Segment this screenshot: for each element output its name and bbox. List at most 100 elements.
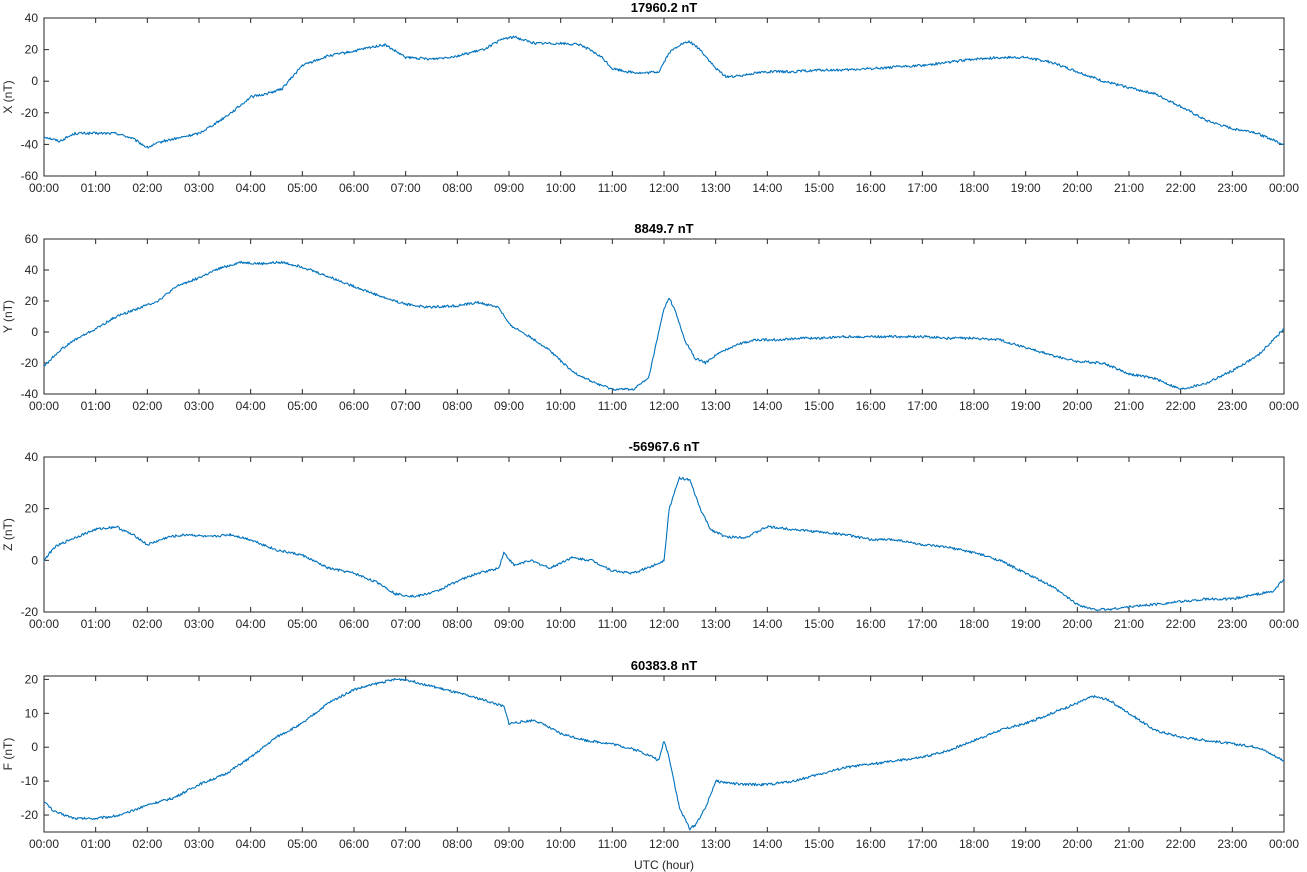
x-tick-label: 08:00 (442, 399, 472, 413)
x-tick-label: 06:00 (339, 399, 369, 413)
plot-frame (43, 238, 1285, 395)
y-axis-label: X (nT) (1, 80, 15, 113)
x-tick-label: 15:00 (804, 617, 834, 631)
x-tick-label: 22:00 (1166, 837, 1196, 851)
x-tick-label: 05:00 (287, 837, 317, 851)
x-tick-label: 21:00 (1114, 399, 1144, 413)
y-tick-label: 40 (25, 263, 39, 277)
y-tick-label: -20 (21, 808, 39, 822)
x-tick-label: 03:00 (184, 399, 214, 413)
x-tick-label: 19:00 (1011, 617, 1041, 631)
x-tick-label: 11:00 (598, 181, 627, 195)
x-tick-label: 06:00 (339, 617, 369, 631)
x-tick-label: 12:00 (649, 837, 679, 851)
x-tick-label: 05:00 (287, 617, 317, 631)
x-tick-label: 03:00 (184, 181, 214, 195)
x-tick-label: 04:00 (236, 181, 266, 195)
y-tick-label: 0 (31, 740, 38, 754)
x-tick-label: 05:00 (287, 399, 317, 413)
panel-2: 8849.7 nT Y (nT) 00:00 01:00 02:00 03:00 04:00… (1, 221, 1299, 413)
x-tick-label: 20:00 (1062, 399, 1092, 413)
x-tick-label: 07:00 (391, 181, 421, 195)
x-tick-label: 00:00 (29, 399, 59, 413)
y-tick-label: 40 (25, 450, 39, 464)
x-tick-label: 12:00 (649, 399, 679, 413)
y-tick-label: 20 (25, 502, 39, 516)
x-tick-label: 10:00 (546, 617, 576, 631)
x-tick-label: 07:00 (391, 399, 421, 413)
x-tick-label: 17:00 (907, 837, 937, 851)
x-tick-label: 14:00 (752, 837, 782, 851)
series-line (43, 476, 1285, 612)
x-tick-label: 18:00 (959, 181, 989, 195)
x-tick-label: 14:00 (752, 181, 782, 195)
y-tick-label: -20 (21, 605, 39, 619)
panel-1: 17960.2 nT X (nT) 00:00 01:00 02:00 03:00 04:0… (1, 0, 1299, 195)
x-tick-label: 21:00 (1114, 617, 1144, 631)
x-tick-label: 15:00 (804, 399, 834, 413)
x-tick-label: 10:00 (546, 181, 576, 195)
x-tick-label: 02:00 (132, 399, 162, 413)
x-tick-label: 21:00 (1114, 837, 1144, 851)
x-tick-label: 01:00 (81, 181, 111, 195)
x-tick-label: 09:00 (494, 181, 524, 195)
x-tick-label: 19:00 (1011, 837, 1041, 851)
x-tick-label: 13:00 (701, 837, 731, 851)
x-tick-label: 08:00 (442, 181, 472, 195)
x-tick-label: 00:00 (1269, 181, 1299, 195)
x-tick-label: 01:00 (81, 837, 111, 851)
y-axis-label: F (nT) (1, 738, 15, 771)
x-tick-label: 19:00 (1011, 181, 1041, 195)
y-tick-label: 0 (31, 553, 38, 567)
x-tick-label: 18:00 (959, 617, 989, 631)
y-tick-label: -10 (21, 774, 39, 788)
x-tick-label: 22:00 (1166, 399, 1196, 413)
x-tick-label: 15:00 (804, 181, 834, 195)
x-tick-label: 18:00 (959, 837, 989, 851)
x-tick-label: 06:00 (339, 837, 369, 851)
x-tick-label: 05:00 (287, 181, 317, 195)
x-tick-label: 07:00 (391, 837, 421, 851)
x-tick-label: 04:00 (236, 837, 266, 851)
x-tick-label: 15:00 (804, 837, 834, 851)
x-tick-label: 01:00 (81, 617, 111, 631)
x-tick-label: 08:00 (442, 837, 472, 851)
x-tick-label: 23:00 (1217, 399, 1247, 413)
x-tick-label: 12:00 (649, 181, 679, 195)
y-tick-label: 20 (25, 43, 39, 57)
x-tick-label: 04:00 (236, 399, 266, 413)
x-tick-label: 02:00 (132, 617, 162, 631)
y-tick-label: 10 (25, 706, 39, 720)
y-tick-label: 20 (25, 672, 39, 686)
y-tick-label: 20 (25, 294, 39, 308)
x-tick-label: 16:00 (856, 181, 886, 195)
y-tick-label: -40 (21, 387, 39, 401)
x-tick-label: 03:00 (184, 617, 214, 631)
x-axis-label: UTC (hour) (634, 858, 694, 872)
x-tick-label: 10:00 (546, 837, 576, 851)
series-line (43, 677, 1285, 831)
panel-4: 60383.8 nT F (nT) UTC (hour) 00:00 01:00 02:0… (1, 658, 1299, 872)
x-tick-label: 17:00 (907, 617, 937, 631)
y-tick-label: -60 (21, 169, 39, 183)
panel-title: 8849.7 nT (634, 221, 693, 236)
x-tick-label: 22:00 (1166, 617, 1196, 631)
x-tick-label: 16:00 (856, 837, 886, 851)
x-tick-label: 20:00 (1062, 837, 1092, 851)
x-tick-label: 22:00 (1166, 181, 1196, 195)
x-tick-label: 06:00 (339, 181, 369, 195)
y-tick-label: 40 (25, 11, 39, 25)
x-tick-label: 13:00 (701, 399, 731, 413)
panel-3: -56967.6 nT Z (nT) 00:00 01:00 02:00 03:00 04:… (1, 439, 1299, 631)
x-tick-label: 18:00 (959, 399, 989, 413)
x-tick-label: 21:00 (1114, 181, 1144, 195)
x-tick-label: 08:00 (442, 617, 472, 631)
panel-title: 60383.8 nT (631, 658, 698, 673)
x-tick-label: 23:00 (1217, 181, 1247, 195)
x-tick-label: 01:00 (81, 399, 111, 413)
y-tick-label: 60 (25, 232, 39, 246)
x-tick-label: 19:00 (1011, 399, 1041, 413)
x-tick-label: 11:00 (598, 617, 627, 631)
x-tick-label: 03:00 (184, 837, 214, 851)
